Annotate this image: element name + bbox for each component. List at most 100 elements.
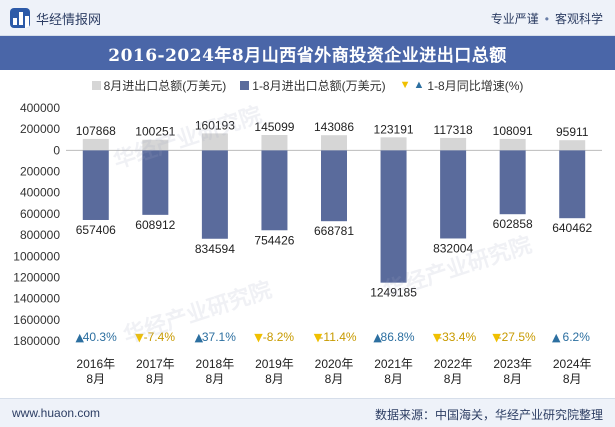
title-bar: 2016-2024年8月山西省外商投资企业进出口总额 [0, 36, 615, 70]
growth-up-triangle-icon: ▲ [552, 331, 561, 344]
chart-svg: 400000 200000 0 200000 400000 600000 800000 100… [13, 101, 602, 386]
x-tick-label: 8月 [563, 372, 582, 386]
tagline-right: 客观科学 [554, 12, 603, 26]
growth-up-triangle-icon: ▲ [373, 331, 382, 344]
data-label-cumulative: 657406 [76, 223, 116, 237]
bar-cumulative [559, 150, 586, 219]
y-tick-label: 1600000 [13, 313, 60, 327]
chart-area: 400000 200000 0 200000 400000 600000 800000 100… [0, 96, 615, 396]
x-tick-label: 2021年 [374, 357, 413, 371]
x-tick-label: 8月 [86, 372, 105, 386]
y-tick-label: 1800000 [13, 334, 60, 348]
legend-item-growth: ▼ ▲ 1-8月同比增速(%) [400, 77, 524, 94]
legend-label-cumulative: 1-8月进出口总额(万美元) [252, 78, 386, 93]
growth-down-triangle-icon: ▼ [254, 331, 263, 344]
bar-cumulative [321, 150, 347, 222]
tagline-left: 专业严谨 [490, 12, 539, 26]
x-tick-label: 2024年 [553, 357, 592, 371]
legend-label-monthly: 8月进出口总额(万美元) [103, 78, 227, 93]
footer-url[interactable]: www.huaon.com [12, 406, 101, 420]
down-triangle-icon: ▼ [399, 78, 411, 91]
footer-source: 数据来源：中国海关，华经产业研究院整理 [374, 408, 603, 422]
y-tick-label: 400000 [20, 186, 60, 200]
bar-monthly [261, 134, 288, 151]
x-tick-label: 2019年 [255, 357, 294, 371]
data-label-cumulative: 1249185 [370, 286, 417, 300]
bar-monthly [201, 133, 228, 151]
x-tick-label: 8月 [503, 372, 522, 386]
y-tick-label: 400000 [20, 101, 60, 115]
growth-down-triangle-icon: ▼ [433, 331, 442, 344]
header-bar: 华经情报网 专业严谨 • 客观科学 [0, 0, 615, 36]
data-label-monthly: 107868 [76, 124, 116, 138]
growth-up-triangle-icon: ▲ [76, 331, 85, 344]
growth-label: 40.3% [83, 330, 117, 344]
growth-label: -27.5% [498, 330, 536, 344]
bar-monthly [499, 138, 526, 151]
data-label-monthly: 123191 [374, 122, 414, 136]
growth-down-triangle-icon: ▼ [314, 331, 323, 344]
bar-monthly [142, 139, 169, 151]
x-tick-label: 8月 [146, 372, 165, 386]
x-tick-label: 2016年 [76, 357, 115, 371]
bar-cumulative [142, 150, 169, 215]
data-label-cumulative: 608912 [135, 218, 175, 232]
y-tick-label: 800000 [20, 228, 60, 242]
x-tick-label: 2018年 [196, 357, 235, 371]
tagline: 专业严谨 • 客观科学 [491, 10, 603, 27]
data-label-cumulative: 640462 [552, 221, 592, 235]
data-label-cumulative: 832004 [433, 241, 473, 255]
chart-legend: 8月进出口总额(万美元) 1-8月进出口总额(万美元) ▼ ▲ 1-8月同比增速… [0, 74, 615, 96]
up-triangle-icon: ▲ [413, 78, 425, 91]
data-label-cumulative: 834594 [195, 242, 235, 256]
y-tick-label: 1000000 [13, 249, 60, 263]
x-tick-label: 2017年 [136, 357, 175, 371]
data-label-monthly: 145099 [254, 120, 294, 134]
growth-label: 6.2% [563, 330, 591, 344]
x-tick-label: 8月 [444, 372, 463, 386]
data-label-cumulative: 668781 [314, 224, 354, 238]
x-tick-label: 8月 [206, 372, 225, 386]
data-label-monthly: 108091 [493, 124, 533, 138]
growth-up-triangle-icon: ▲ [195, 331, 204, 344]
legend-item-monthly: 8月进出口总额(万美元) [91, 77, 227, 94]
x-tick-label: 8月 [325, 372, 344, 386]
legend-swatch-cumulative [240, 80, 250, 90]
bar-monthly [440, 137, 467, 151]
x-tick-label: 2020年 [315, 357, 354, 371]
x-tick-label: 8月 [384, 372, 403, 386]
x-tick-label: 2022年 [434, 357, 473, 371]
data-label-cumulative: 602858 [493, 217, 533, 231]
tagline-separator: • [544, 11, 549, 26]
bar-cumulative [82, 150, 109, 220]
bar-monthly [321, 135, 347, 151]
bar-cumulative [201, 150, 228, 239]
growth-label: -7.4% [144, 330, 176, 344]
growth-label: -33.4% [438, 330, 476, 344]
bar-monthly [559, 140, 586, 151]
x-tick-label: 8月 [265, 372, 284, 386]
y-tick-label: 1200000 [13, 270, 60, 284]
logo-text: 华经情报网 [36, 11, 102, 27]
growth-label: -8.2% [263, 330, 295, 344]
growth-down-triangle-icon: ▼ [135, 331, 144, 344]
data-label-monthly: 100251 [135, 125, 175, 139]
data-label-monthly: 160193 [195, 118, 235, 132]
legend-swatch-monthly [91, 80, 101, 90]
data-label-monthly: 117318 [434, 123, 473, 137]
y-tick-label: 200000 [20, 122, 60, 136]
bar-cumulative [440, 150, 467, 239]
y-tick-label: 200000 [20, 165, 60, 179]
footer-bar: www.huaon.com 数据来源：中国海关，华经产业研究院整理 [0, 398, 615, 427]
legend-item-cumulative: 1-8月进出口总额(万美元) [240, 77, 386, 94]
growth-label: 86.8% [381, 330, 415, 344]
chart-title: 2016-2024年8月山西省外商投资企业进出口总额 [108, 45, 507, 66]
data-label-monthly: 95911 [556, 125, 589, 139]
growth-label: -11.4% [319, 330, 356, 344]
legend-label-growth: 1-8月同比增速(%) [427, 78, 524, 93]
bar-chart-logo-icon [10, 8, 30, 28]
y-tick-label: 0 [53, 143, 60, 157]
logo[interactable]: 华经情报网 [10, 8, 101, 28]
bar-cumulative [380, 150, 407, 283]
y-tick-label: 600000 [20, 207, 60, 221]
